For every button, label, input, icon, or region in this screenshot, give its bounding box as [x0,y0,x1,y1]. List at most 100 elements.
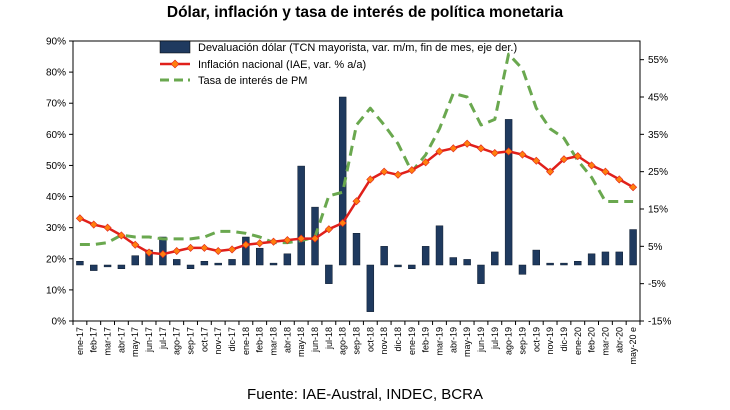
devaluation-bar [353,233,360,265]
x-axis-tick-label: sep-19 [517,327,527,355]
devaluation-bar [616,252,623,265]
left-axis-tick-label: 80% [46,68,66,79]
devaluation-bar [574,261,581,265]
inflation-marker [394,171,401,178]
devaluation-bar [104,265,111,267]
x-axis-tick-label: nov-17 [213,327,223,355]
devaluation-bar [395,265,402,267]
x-axis-tick-label: jun-19 [476,327,486,353]
devaluation-bar [464,259,471,265]
x-axis-tick-label: abr-19 [448,327,458,353]
left-axis-tick-label: 0% [52,317,67,328]
x-axis-tick-label: jul-17 [158,327,168,350]
inflation-marker [477,145,484,152]
inflation-marker [464,140,471,147]
left-axis-tick-label: 10% [46,285,66,296]
left-axis-tick-label: 30% [46,223,66,234]
devaluation-bar [187,265,194,269]
devaluation-bar [256,248,263,265]
x-axis-tick-label: dic-18 [393,327,403,352]
x-axis-tick-label: feb-17 [89,327,99,353]
legend-inflation-label: Inflación nacional (IAE, var. % a/a) [198,59,366,71]
devaluation-bar [478,265,485,284]
x-axis-tick-label: jun-18 [310,327,320,353]
plot-frame [73,41,640,321]
x-axis-tick-label: dic-19 [559,327,569,352]
left-axis-tick-label: 60% [46,130,66,141]
inflation-marker [76,215,83,222]
x-axis-tick-label: oct-17 [199,327,209,352]
devaluation-bar [270,263,277,265]
left-axis-tick-label: 90% [46,37,66,48]
x-axis-tick-label: nov-19 [545,327,555,355]
devaluation-bar [229,259,236,265]
left-axis-tick-label: 40% [46,192,66,203]
devaluation-bar [201,261,208,265]
x-axis-tick-label: dic-17 [227,327,237,352]
legend-interest-label: Tasa de interés de PM [198,75,307,87]
x-axis-tick-label: feb-19 [421,327,431,353]
left-axis-tick-label: 20% [46,254,66,265]
x-axis-tick-label: jul-19 [490,327,500,350]
devaluation-bar [408,265,415,269]
devaluation-bar [519,265,526,274]
right-axis-tick-label: 55% [648,55,668,66]
devaluation-bar [560,263,567,265]
right-axis-tick-label: -15% [648,317,671,328]
devaluation-bar [491,252,498,265]
devaluation-bar [118,265,125,269]
devaluation-bar [588,254,595,265]
devaluation-bar [76,261,83,265]
x-axis-tick-label: ene-19 [407,327,417,355]
legend: Devaluación dólar (TCN mayorista, var. m… [160,41,517,87]
devaluation-bar [450,258,457,265]
inflation-marker [90,221,97,228]
inflation-marker [173,247,180,254]
right-axis-tick-label: 25% [648,167,668,178]
x-axis-tick-label: abr-20 [614,327,624,353]
devaluation-bar [132,256,139,265]
legend-devaluation-label: Devaluación dólar (TCN mayorista, var. m… [198,42,517,54]
x-axis-tick-label: may-18 [296,327,306,357]
right-axis-tick-label: 35% [648,130,668,141]
left-axis-tick-label: 50% [46,161,66,172]
x-axis-tick-label: sep-17 [186,327,196,355]
devaluation-bar [533,250,540,265]
x-axis-tick-label: feb-20 [587,327,597,353]
inflation-marker [215,247,222,254]
x-axis-tick-label: sep-18 [352,327,362,355]
devaluation-bar [298,166,305,265]
inflation-marker [187,244,194,251]
devaluation-bar [630,230,637,265]
devaluation-bar [436,226,443,265]
x-axis-tick-label: ene-18 [241,327,251,355]
x-axis-tick-label: mar-17 [103,327,113,356]
x-axis-tick-label: may-19 [462,327,472,357]
x-axis-tick-label: nov-18 [379,327,389,355]
x-axis-tick-label: ene-20 [573,327,583,355]
x-axis-tick-label: ago-19 [504,327,514,355]
inflation-marker [450,145,457,152]
x-axis-tick-label: oct-19 [531,327,541,352]
source-note: Fuente: IAE-Austral, INDEC, BCRA [0,386,730,403]
devaluation-bar [381,246,388,265]
devaluation-bar [505,119,512,265]
x-axis-tick-label: jul-18 [324,327,334,350]
x-axis-tick-label: oct-18 [365,327,375,352]
right-axis-tick-label: 5% [648,242,663,253]
grid-layer [73,41,640,321]
devaluation-bar [422,246,429,265]
x-axis-tick-label: ene-17 [75,327,85,355]
x-axis-tick-label: mar-20 [600,327,610,356]
inflation-marker [201,244,208,251]
x-axis-tick-label: abr-18 [282,327,292,353]
legend-bar-swatch [160,41,190,53]
x-axis-tick-label: mar-18 [269,327,279,356]
x-axis-tick-label: jun-17 [144,327,154,353]
devaluation-bar [173,259,180,265]
devaluation-bar [547,263,554,265]
inflation-marker [228,246,235,253]
left-axis-tick-label: 70% [46,99,66,110]
legend-inflation-marker [171,60,179,68]
x-axis-tick-label: ago-17 [172,327,182,355]
